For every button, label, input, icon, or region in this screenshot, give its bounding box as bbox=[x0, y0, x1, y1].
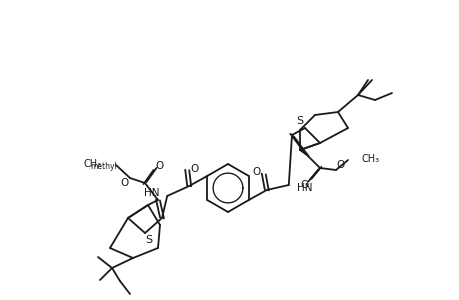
Text: O: O bbox=[336, 160, 344, 170]
Text: HN: HN bbox=[296, 183, 312, 193]
Text: S: S bbox=[296, 116, 303, 126]
Text: HN: HN bbox=[143, 188, 159, 198]
Text: O: O bbox=[190, 164, 198, 174]
Text: O: O bbox=[121, 178, 129, 188]
Text: O: O bbox=[252, 167, 260, 177]
Text: O: O bbox=[300, 180, 308, 190]
Text: S: S bbox=[145, 235, 152, 245]
Text: O: O bbox=[156, 161, 164, 171]
Text: CH₃: CH₃ bbox=[361, 154, 379, 164]
Text: methyl: methyl bbox=[90, 161, 117, 170]
Text: CH₃: CH₃ bbox=[84, 159, 102, 169]
